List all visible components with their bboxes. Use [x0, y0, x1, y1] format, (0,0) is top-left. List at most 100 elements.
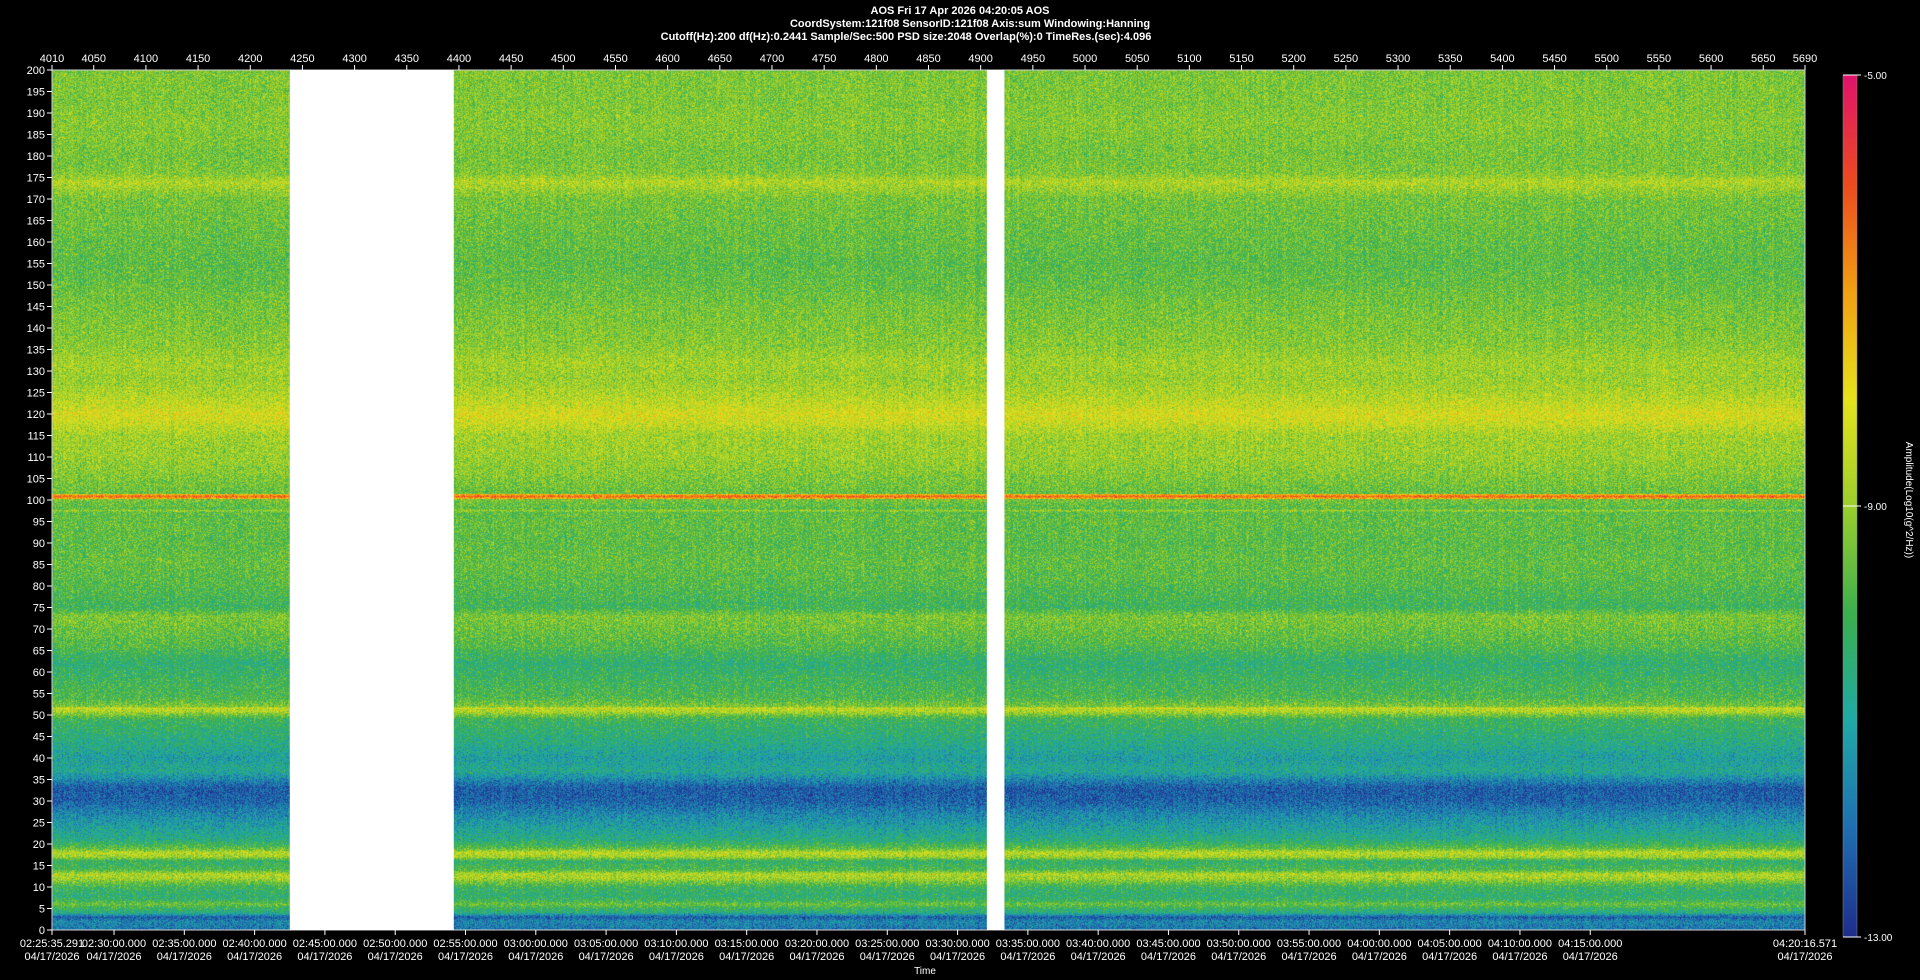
y-tick-label: 70	[33, 624, 45, 636]
y-tick-label: 145	[27, 302, 45, 314]
y-tick-label: 200	[27, 65, 45, 77]
top-tick-label: 4010	[40, 53, 64, 65]
y-tick-label: 95	[33, 517, 45, 529]
data-gap-1	[986, 70, 1005, 930]
y-tick-label: 180	[27, 151, 45, 163]
x-tick-time-label: 02:35:00.000	[152, 938, 216, 950]
x-tick-time-label: 04:05:00.000	[1418, 938, 1482, 950]
x-tick-time-label: 04:10:00.000	[1488, 938, 1552, 950]
y-tick-label: 195	[27, 87, 45, 99]
x-tick-date-label: 04/17/2026	[86, 951, 141, 963]
x-tick-time-label: 03:25:00.000	[855, 938, 919, 950]
x-tick-time-label: 04:20:16.571	[1773, 938, 1837, 950]
top-tick-label: 4900	[968, 53, 992, 65]
top-tick-label: 5200	[1281, 53, 1305, 65]
x-tick-time-label: 04:15:00.000	[1558, 938, 1622, 950]
x-tick-time-label: 03:55:00.000	[1277, 938, 1341, 950]
x-tick-date-label: 04/17/2026	[1141, 951, 1196, 963]
top-tick-label: 5500	[1595, 53, 1619, 65]
x-tick-date-label: 04/17/2026	[719, 951, 774, 963]
x-tick-time-label: 03:35:00.000	[996, 938, 1060, 950]
y-tick-label: 105	[27, 474, 45, 486]
y-tick-label: 35	[33, 775, 45, 787]
top-tick-label: 4500	[551, 53, 575, 65]
top-tick-label: 4350	[395, 53, 419, 65]
top-axis: 4010 4050 4100 4150 4200 4250 4300 4350 4400 4450…	[40, 53, 1817, 70]
y-tick-label: 115	[27, 431, 45, 443]
top-tick-label: 4550	[603, 53, 627, 65]
x-tick-date-label: 04/17/2026	[1492, 951, 1547, 963]
top-tick-label: 5050	[1125, 53, 1149, 65]
x-tick-date-label: 04/17/2026	[157, 951, 212, 963]
x-tick-time-label: 03:30:00.000	[925, 938, 989, 950]
x-tick-time-label: 03:50:00.000	[1207, 938, 1271, 950]
x-tick-time-label: 03:10:00.000	[644, 938, 708, 950]
y-tick-label: 50	[33, 710, 45, 722]
x-tick-date-label: 04/17/2026	[579, 951, 634, 963]
y-tick-label: 135	[27, 345, 45, 357]
y-tick-label: 0	[39, 925, 45, 937]
x-axis-label: Time	[914, 966, 936, 977]
top-tick-label: 5400	[1490, 53, 1514, 65]
y-tick-label: 100	[27, 495, 45, 507]
x-tick-time-label: 03:00:00.000	[504, 938, 568, 950]
top-tick-label: 5650	[1751, 53, 1775, 65]
y-tick-label: 155	[27, 259, 45, 271]
top-tick-label: 4250	[290, 53, 314, 65]
y-tick-label: 75	[33, 603, 45, 615]
top-tick-label: 4100	[134, 53, 158, 65]
colorbar: -5.00 -9.00 -13.00 Amplitude(Log10(g^2/Hz)…	[1842, 71, 1914, 944]
x-tick-date-label: 04/17/2026	[1352, 951, 1407, 963]
y-tick-label: 55	[33, 689, 45, 701]
x-tick-date-label: 04/17/2026	[368, 951, 423, 963]
y-tick-label: 175	[27, 173, 45, 185]
y-axis: 0 5 10 15 20 25 30 35 40 45 50 55 60 65 70 75 80 85 90 95 10…	[27, 65, 52, 937]
y-tick-label: 25	[33, 818, 45, 830]
y-tick-label: 140	[27, 323, 45, 335]
x-tick-date-label: 04/17/2026	[438, 951, 493, 963]
top-tick-label: 5000	[1073, 53, 1097, 65]
top-tick-label: 4450	[499, 53, 523, 65]
x-tick-date-label: 04/17/2026	[1563, 951, 1618, 963]
x-tick-time-label: 03:20:00.000	[785, 938, 849, 950]
top-tick-label: 4400	[447, 53, 471, 65]
y-tick-label: 185	[27, 130, 45, 142]
top-tick-label: 4850	[916, 53, 940, 65]
top-tick-label: 4700	[760, 53, 784, 65]
x-tick-time-label: 02:55:00.000	[433, 938, 497, 950]
y-tick-label: 165	[27, 216, 45, 228]
y-tick-label: 160	[27, 237, 45, 249]
x-tick-time-label: 02:50:00.000	[363, 938, 427, 950]
y-tick-label: 10	[33, 882, 45, 894]
chart-subtitle-sensor: CoordSystem:121f08 SensorID:121f08 Axis:…	[790, 18, 1150, 30]
top-tick-label: 5600	[1699, 53, 1723, 65]
x-tick-time-label: 03:45:00.000	[1136, 938, 1200, 950]
y-tick-label: 120	[27, 409, 45, 421]
y-tick-label: 170	[27, 194, 45, 206]
x-tick-date-label: 04/17/2026	[649, 951, 704, 963]
top-tick-label: 4950	[1021, 53, 1045, 65]
y-tick-label: 150	[27, 280, 45, 292]
top-tick-label: 5350	[1438, 53, 1462, 65]
top-tick-label: 4050	[81, 53, 105, 65]
y-tick-label: 60	[33, 667, 45, 679]
x-tick-time-label: 03:40:00.000	[1066, 938, 1130, 950]
x-tick-date-label: 04/17/2026	[1211, 951, 1266, 963]
x-tick-date-label: 04/17/2026	[508, 951, 563, 963]
top-tick-label: 5250	[1334, 53, 1358, 65]
top-tick-label: 4650	[708, 53, 732, 65]
top-tick-label: 5450	[1542, 53, 1566, 65]
y-tick-label: 110	[27, 452, 45, 464]
x-tick-date-label: 04/17/2026	[1071, 951, 1126, 963]
y-tick-label: 125	[27, 388, 45, 400]
y-tick-label: 5	[39, 904, 45, 916]
chart-title: AOS Fri 17 Apr 2026 04:20:05 AOS	[871, 5, 1050, 17]
x-tick-time-label: 03:05:00.000	[574, 938, 638, 950]
x-tick-date-label: 04/17/2026	[1777, 951, 1832, 963]
top-tick-label: 4750	[812, 53, 836, 65]
top-tick-label: 5300	[1386, 53, 1410, 65]
y-tick-label: 15	[33, 861, 45, 873]
top-tick-label: 5100	[1177, 53, 1201, 65]
colorbar-tick-label: -13.00	[1864, 933, 1893, 944]
